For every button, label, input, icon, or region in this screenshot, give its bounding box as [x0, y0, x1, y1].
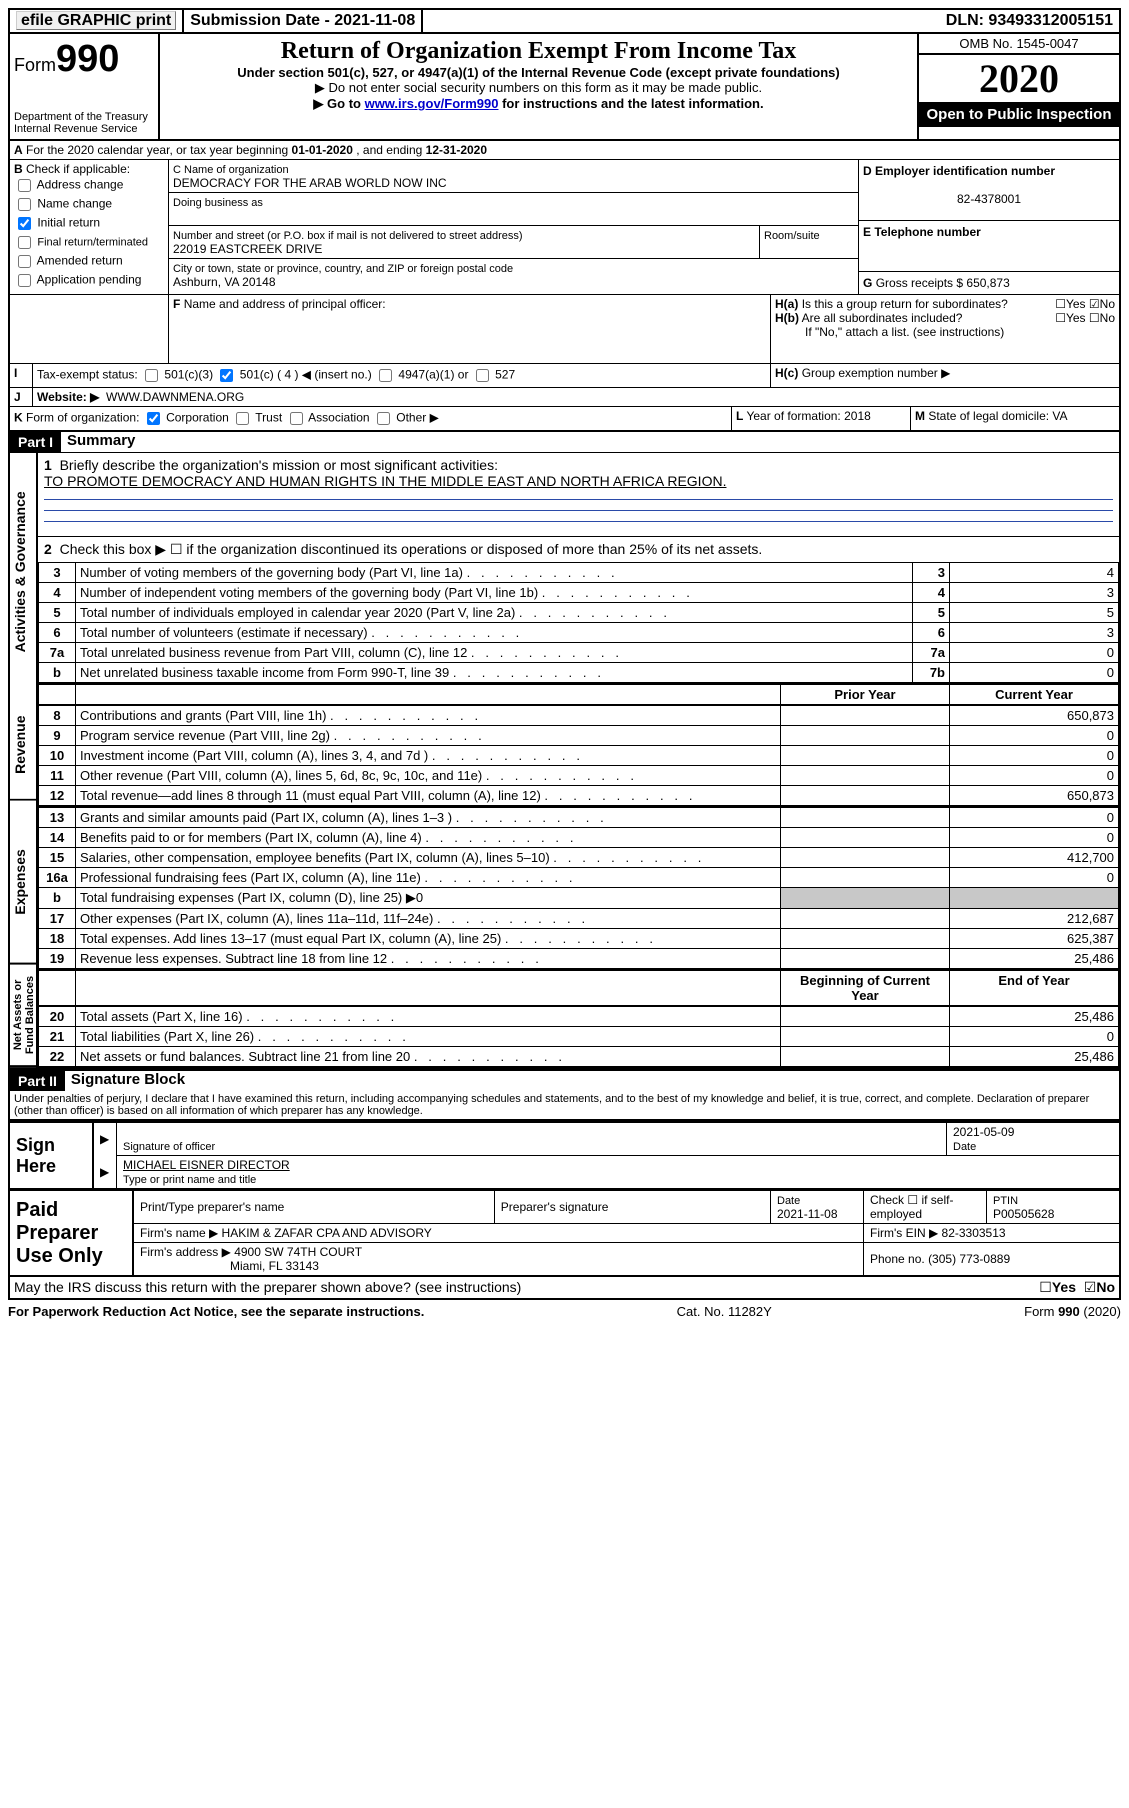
vlabel-governance: Activities & Governance: [10, 453, 36, 691]
form-header: Form990 Department of the Treasury Inter…: [8, 34, 1121, 141]
netassets-header: Beginning of Current Year End of Year: [38, 969, 1119, 1006]
firm-addr1: 4900 SW 74TH COURT: [234, 1245, 362, 1259]
gross-receipts: 650,873: [966, 276, 1009, 290]
open-to-public: Open to Public Inspection: [919, 102, 1119, 127]
year-formation: 2018: [844, 409, 871, 423]
submission-date: Submission Date - 2021-11-08: [184, 10, 423, 32]
final-return-checkbox[interactable]: [18, 236, 31, 249]
dept-treasury: Department of the Treasury Internal Reve…: [14, 111, 154, 135]
527-checkbox[interactable]: [476, 369, 489, 382]
assoc-checkbox[interactable]: [290, 412, 303, 425]
form-title: Return of Organization Exempt From Incom…: [164, 38, 913, 65]
ein-value: 82-4378001: [863, 192, 1115, 206]
efile-print: efile GRAPHIC print: [10, 10, 184, 32]
top-bar: efile GRAPHIC print Submission Date - 20…: [8, 8, 1121, 34]
vlabel-netassets: Net Assets or Fund Balances: [10, 965, 36, 1067]
501c3-checkbox[interactable]: [145, 369, 158, 382]
mission-text: TO PROMOTE DEMOCRACY AND HUMAN RIGHTS IN…: [44, 473, 726, 489]
discuss-row: May the IRS discuss this return with the…: [8, 1277, 1121, 1300]
part1-body: Activities & Governance Revenue Expenses…: [8, 453, 1121, 1069]
website-row: J Website: ▶ WWW.DAWNMENA.ORG: [8, 388, 1121, 407]
form990-link[interactable]: www.irs.gov/Form990: [365, 96, 499, 111]
tax-year: 2020: [919, 55, 1119, 102]
firm-addr2: Miami, FL 33143: [140, 1259, 319, 1273]
name-change-checkbox[interactable]: [18, 198, 31, 211]
form-subtitle-2: ▶ Do not enter social security numbers o…: [164, 80, 913, 96]
phone-label: E Telephone number: [863, 225, 981, 239]
entity-block: B Check if applicable: Address change Na…: [8, 160, 1121, 295]
governance-table: 3Number of voting members of the governi…: [38, 562, 1119, 683]
revenue-table: 8Contributions and grants (Part VIII, li…: [38, 705, 1119, 806]
form-subtitle-3: ▶ Go to www.irs.gov/Form990 for instruct…: [164, 96, 913, 112]
amended-return-checkbox[interactable]: [18, 255, 31, 268]
trust-checkbox[interactable]: [236, 412, 249, 425]
officer-block: F Name and address of principal officer:…: [8, 295, 1121, 364]
perjury-text: Under penalties of perjury, I declare th…: [8, 1091, 1121, 1121]
line-a: A For the 2020 calendar year, or tax yea…: [8, 141, 1121, 160]
netassets-table: 20Total assets (Part X, line 16)25,48621…: [38, 1006, 1119, 1067]
501c-checkbox[interactable]: [220, 369, 233, 382]
vlabel-revenue: Revenue: [10, 691, 36, 801]
omb-number: OMB No. 1545-0047: [919, 34, 1119, 55]
page-footer: For Paperwork Reduction Act Notice, see …: [8, 1300, 1121, 1323]
form-number: Form990: [14, 38, 154, 81]
form-subtitle-1: Under section 501(c), 527, or 4947(a)(1)…: [164, 65, 913, 80]
initial-return-checkbox[interactable]: [18, 217, 31, 230]
app-pending-checkbox[interactable]: [18, 274, 31, 287]
tax-exempt-row: I Tax-exempt status: 501(c)(3) 501(c) ( …: [8, 364, 1121, 388]
ptin: P00505628: [993, 1207, 1054, 1221]
revenue-header: Prior Year Current Year: [38, 683, 1119, 705]
vlabel-expenses: Expenses: [10, 801, 36, 965]
other-checkbox[interactable]: [377, 412, 390, 425]
part2-header: Part II Signature Block: [8, 1069, 1121, 1091]
officer-name: MICHAEL EISNER DIRECTOR: [123, 1158, 290, 1172]
corp-checkbox[interactable]: [147, 412, 160, 425]
expenses-table: 13Grants and similar amounts paid (Part …: [38, 806, 1119, 969]
addr-change-checkbox[interactable]: [18, 179, 31, 192]
firm-phone: (305) 773-0889: [928, 1252, 1010, 1266]
org-name: DEMOCRACY FOR THE ARAB WORLD NOW INC: [173, 176, 447, 190]
form-of-org-row: K Form of organization: Corporation Trus…: [8, 407, 1121, 432]
street-address: 22019 EASTCREEK DRIVE: [173, 242, 322, 256]
4947-checkbox[interactable]: [379, 369, 392, 382]
website-url: WWW.DAWNMENA.ORG: [106, 390, 244, 404]
firm-name: HAKIM & ZAFAR CPA AND ADVISORY: [222, 1226, 432, 1240]
state-domicile: VA: [1052, 409, 1067, 423]
paid-preparer-block: Paid Preparer Use Only Print/Type prepar…: [8, 1190, 1121, 1277]
ein-label: D Employer identification number: [863, 164, 1055, 178]
firm-ein: 82-3303513: [942, 1226, 1006, 1240]
part1-header: Part I Summary: [8, 432, 1121, 453]
sign-here-block: Sign Here ▶ Signature of officer 2021-05…: [8, 1121, 1121, 1190]
city-state-zip: Ashburn, VA 20148: [173, 275, 276, 289]
dln: DLN: 93493312005151: [940, 10, 1119, 32]
